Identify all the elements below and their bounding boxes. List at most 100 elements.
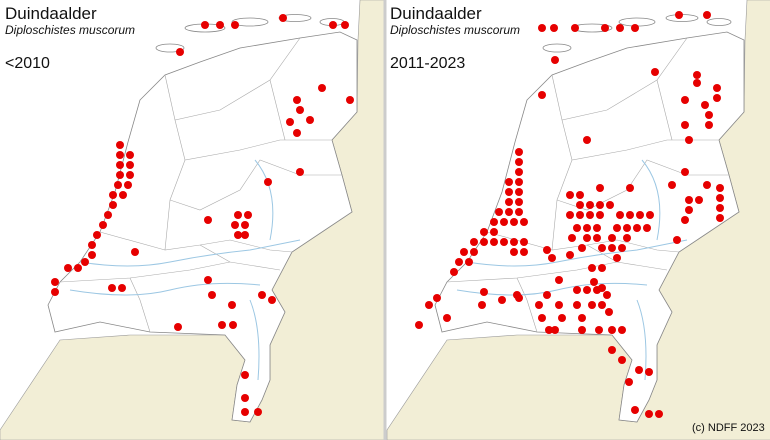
record-dot [626,211,634,219]
record-dot [515,148,523,156]
record-dot [538,314,546,322]
record-dot [81,258,89,266]
map-title: Duindaalder [5,4,97,23]
record-dot [241,371,249,379]
record-dot [204,276,212,284]
record-dot [505,188,513,196]
record-dot [505,198,513,206]
credit: (c) NDFF 2023 [692,422,765,434]
record-dot [608,326,616,334]
record-dot [119,191,127,199]
record-dot [595,326,603,334]
record-dot [543,291,551,299]
map-title: Duindaalder [390,4,482,23]
record-dots [415,11,724,418]
record-dot [713,84,721,92]
record-dot [566,251,574,259]
record-dot [681,121,689,129]
record-dot [505,208,513,216]
record-dot [695,196,703,204]
record-dot [201,21,209,29]
record-dot [51,288,59,296]
record-dot [598,244,606,252]
record-dot [268,296,276,304]
record-dot [500,218,508,226]
record-dot [318,84,326,92]
record-dot [538,24,546,32]
record-dot [104,211,112,219]
record-dot [88,251,96,259]
record-dot [566,211,574,219]
record-dot [124,181,132,189]
record-dot [618,326,626,334]
record-dot [716,204,724,212]
record-dot [645,368,653,376]
record-dot [443,314,451,322]
map-subtitle: Diploschistes muscorum [390,23,520,37]
record-dot [296,106,304,114]
record-dot [618,356,626,364]
record-dot [598,301,606,309]
record-dot [633,224,641,232]
record-dot [279,14,287,22]
record-dot [655,410,663,418]
record-dot [460,248,468,256]
record-dot [218,321,226,329]
record-dot [293,96,301,104]
record-dot [480,288,488,296]
record-dot [490,218,498,226]
record-dot [433,294,441,302]
record-dot [515,178,523,186]
record-dot [643,224,651,232]
record-dot [241,231,249,239]
record-dot [593,286,601,294]
record-dot [636,211,644,219]
record-dot [293,129,301,137]
record-dot [231,21,239,29]
record-dot [515,208,523,216]
record-dot [576,201,584,209]
record-dot [229,321,237,329]
record-dot [668,181,676,189]
record-dot [626,184,634,192]
record-dot [551,56,559,64]
record-dot [613,254,621,262]
record-dot [571,24,579,32]
record-dot [590,278,598,286]
record-dot [176,48,184,56]
record-dot [490,228,498,236]
record-dot [548,254,556,262]
record-dot [241,221,249,229]
record-dot [586,201,594,209]
record-dot [603,291,611,299]
record-dot [216,21,224,29]
record-dot [228,301,236,309]
record-dot [296,168,304,176]
record-dot [631,406,639,414]
record-dot [118,284,126,292]
record-dot [573,301,581,309]
record-dot [520,238,528,246]
record-dot [618,244,626,252]
record-dot [131,248,139,256]
record-dot [605,308,613,316]
record-dot [515,198,523,206]
record-dot [566,191,574,199]
record-dots [51,14,354,416]
record-dot [685,136,693,144]
record-dot [598,264,606,272]
record-dot [583,136,591,144]
record-dot [51,278,59,286]
record-dot [126,171,134,179]
record-dot [515,168,523,176]
record-dot [588,301,596,309]
record-dot [588,264,596,272]
record-dot [535,301,543,309]
record-dot [88,241,96,249]
record-dot [425,301,433,309]
record-dot [515,294,523,302]
record-dot [596,211,604,219]
record-dot [613,224,621,232]
record-dot [681,168,689,176]
record-dot [480,228,488,236]
